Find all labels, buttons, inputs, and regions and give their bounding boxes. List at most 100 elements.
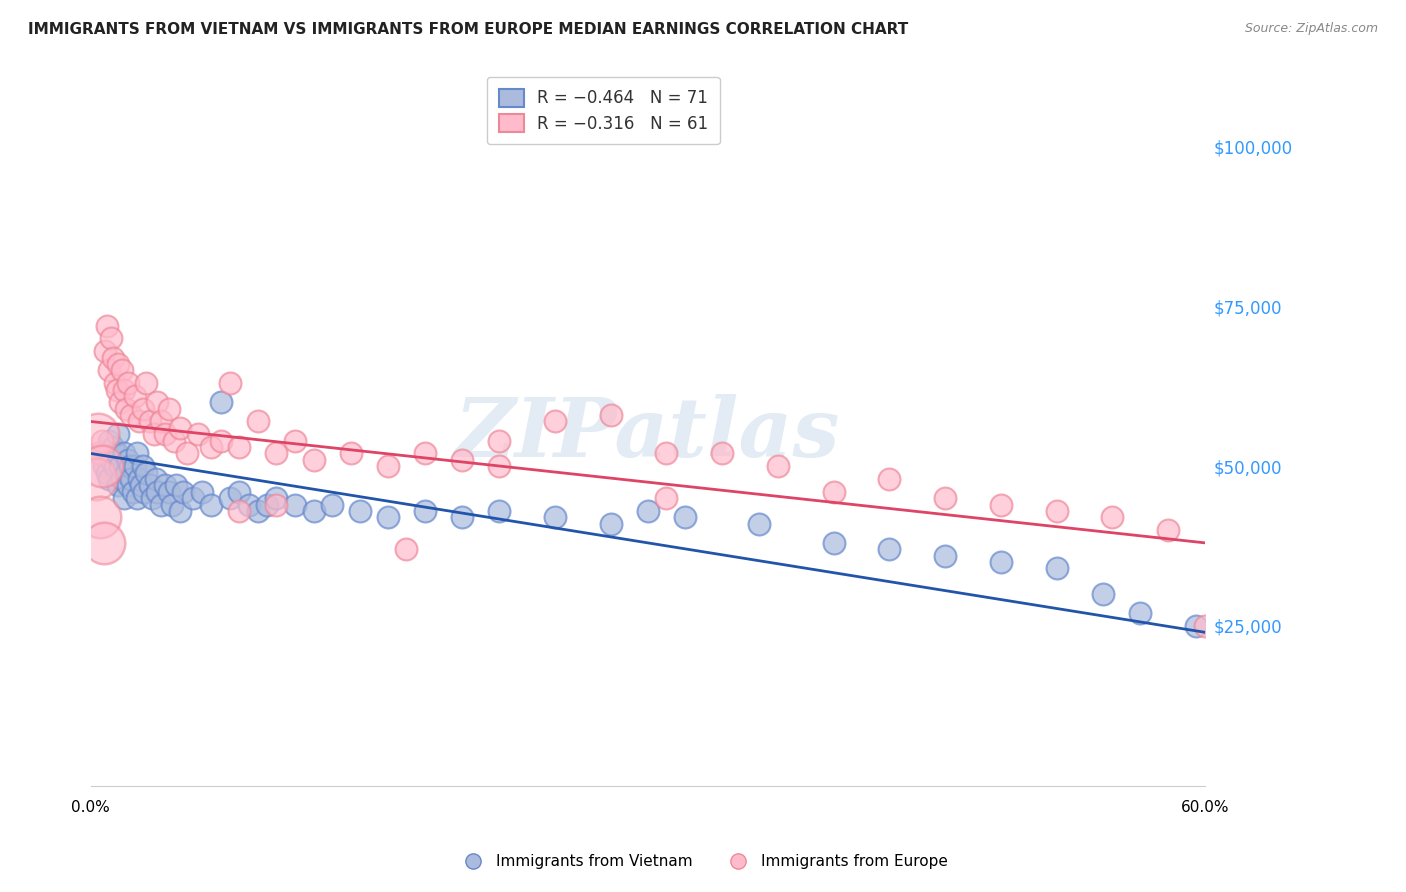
Text: Source: ZipAtlas.com: Source: ZipAtlas.com bbox=[1244, 22, 1378, 36]
Point bbox=[1194, 619, 1216, 633]
Text: IMMIGRANTS FROM VIETNAM VS IMMIGRANTS FROM EUROPE MEDIAN EARNINGS CORRELATION CH: IMMIGRANTS FROM VIETNAM VS IMMIGRANTS FR… bbox=[28, 22, 908, 37]
Point bbox=[266, 446, 288, 460]
Point bbox=[118, 459, 141, 474]
Point bbox=[284, 434, 307, 448]
Point bbox=[169, 421, 191, 435]
Point bbox=[153, 478, 176, 492]
Point bbox=[544, 415, 567, 429]
Point bbox=[169, 504, 191, 518]
Point bbox=[121, 472, 143, 486]
Point bbox=[157, 401, 180, 416]
Point bbox=[1045, 561, 1067, 575]
Point bbox=[266, 491, 288, 505]
Point bbox=[98, 472, 121, 486]
Point bbox=[104, 376, 127, 391]
Point bbox=[209, 434, 232, 448]
Point bbox=[238, 498, 260, 512]
Point bbox=[129, 478, 152, 492]
Point bbox=[128, 472, 150, 486]
Point bbox=[101, 440, 124, 454]
Point bbox=[599, 516, 621, 531]
Point bbox=[112, 446, 135, 460]
Point bbox=[165, 478, 187, 492]
Point bbox=[377, 510, 399, 524]
Point bbox=[599, 408, 621, 422]
Point bbox=[135, 466, 157, 480]
Point bbox=[128, 415, 150, 429]
Point bbox=[637, 504, 659, 518]
Point bbox=[115, 401, 138, 416]
Point bbox=[451, 452, 474, 467]
Point bbox=[90, 434, 112, 448]
Point bbox=[90, 459, 112, 474]
Point bbox=[302, 452, 325, 467]
Point bbox=[141, 491, 163, 505]
Point bbox=[246, 415, 269, 429]
Point bbox=[135, 376, 157, 391]
Point bbox=[139, 478, 162, 492]
Point bbox=[125, 446, 148, 460]
Point bbox=[173, 484, 195, 499]
Point bbox=[117, 376, 139, 391]
Text: ZIPatlas: ZIPatlas bbox=[456, 394, 841, 475]
Point bbox=[879, 542, 901, 557]
Point bbox=[122, 484, 145, 499]
Point bbox=[131, 459, 153, 474]
Point bbox=[228, 484, 250, 499]
Point bbox=[94, 344, 117, 359]
Point bbox=[488, 459, 510, 474]
Point bbox=[655, 491, 678, 505]
Point bbox=[673, 510, 696, 524]
Point bbox=[823, 536, 845, 550]
Point bbox=[96, 466, 118, 480]
Point bbox=[209, 395, 232, 409]
Point bbox=[228, 440, 250, 454]
Point bbox=[93, 459, 115, 474]
Point bbox=[89, 510, 111, 524]
Point bbox=[191, 484, 214, 499]
Point bbox=[93, 536, 115, 550]
Point bbox=[111, 472, 134, 486]
Point bbox=[121, 408, 143, 422]
Point bbox=[176, 446, 198, 460]
Point bbox=[101, 351, 124, 365]
Point bbox=[187, 427, 209, 442]
Point bbox=[1129, 606, 1152, 620]
Point bbox=[321, 498, 343, 512]
Point bbox=[153, 427, 176, 442]
Point bbox=[544, 510, 567, 524]
Point bbox=[219, 376, 242, 391]
Point bbox=[139, 415, 162, 429]
Point bbox=[162, 498, 184, 512]
Legend: Immigrants from Vietnam, Immigrants from Europe: Immigrants from Vietnam, Immigrants from… bbox=[451, 848, 955, 875]
Point bbox=[302, 504, 325, 518]
Point bbox=[107, 357, 129, 371]
Point bbox=[110, 395, 132, 409]
Point bbox=[150, 498, 173, 512]
Point bbox=[107, 478, 129, 492]
Point bbox=[284, 498, 307, 512]
Point bbox=[200, 498, 222, 512]
Point bbox=[111, 363, 134, 377]
Point bbox=[100, 452, 122, 467]
Point bbox=[934, 491, 956, 505]
Point bbox=[87, 446, 110, 460]
Point bbox=[112, 383, 135, 397]
Point bbox=[823, 484, 845, 499]
Point bbox=[219, 491, 242, 505]
Point bbox=[1045, 504, 1067, 518]
Point bbox=[163, 434, 186, 448]
Point bbox=[125, 491, 148, 505]
Point bbox=[124, 459, 146, 474]
Point bbox=[1091, 587, 1114, 601]
Point bbox=[766, 459, 789, 474]
Point bbox=[934, 549, 956, 563]
Point bbox=[246, 504, 269, 518]
Point bbox=[96, 318, 118, 333]
Point bbox=[1157, 523, 1180, 537]
Point bbox=[266, 498, 288, 512]
Point bbox=[200, 440, 222, 454]
Point bbox=[711, 446, 734, 460]
Point bbox=[146, 395, 169, 409]
Point bbox=[990, 555, 1012, 569]
